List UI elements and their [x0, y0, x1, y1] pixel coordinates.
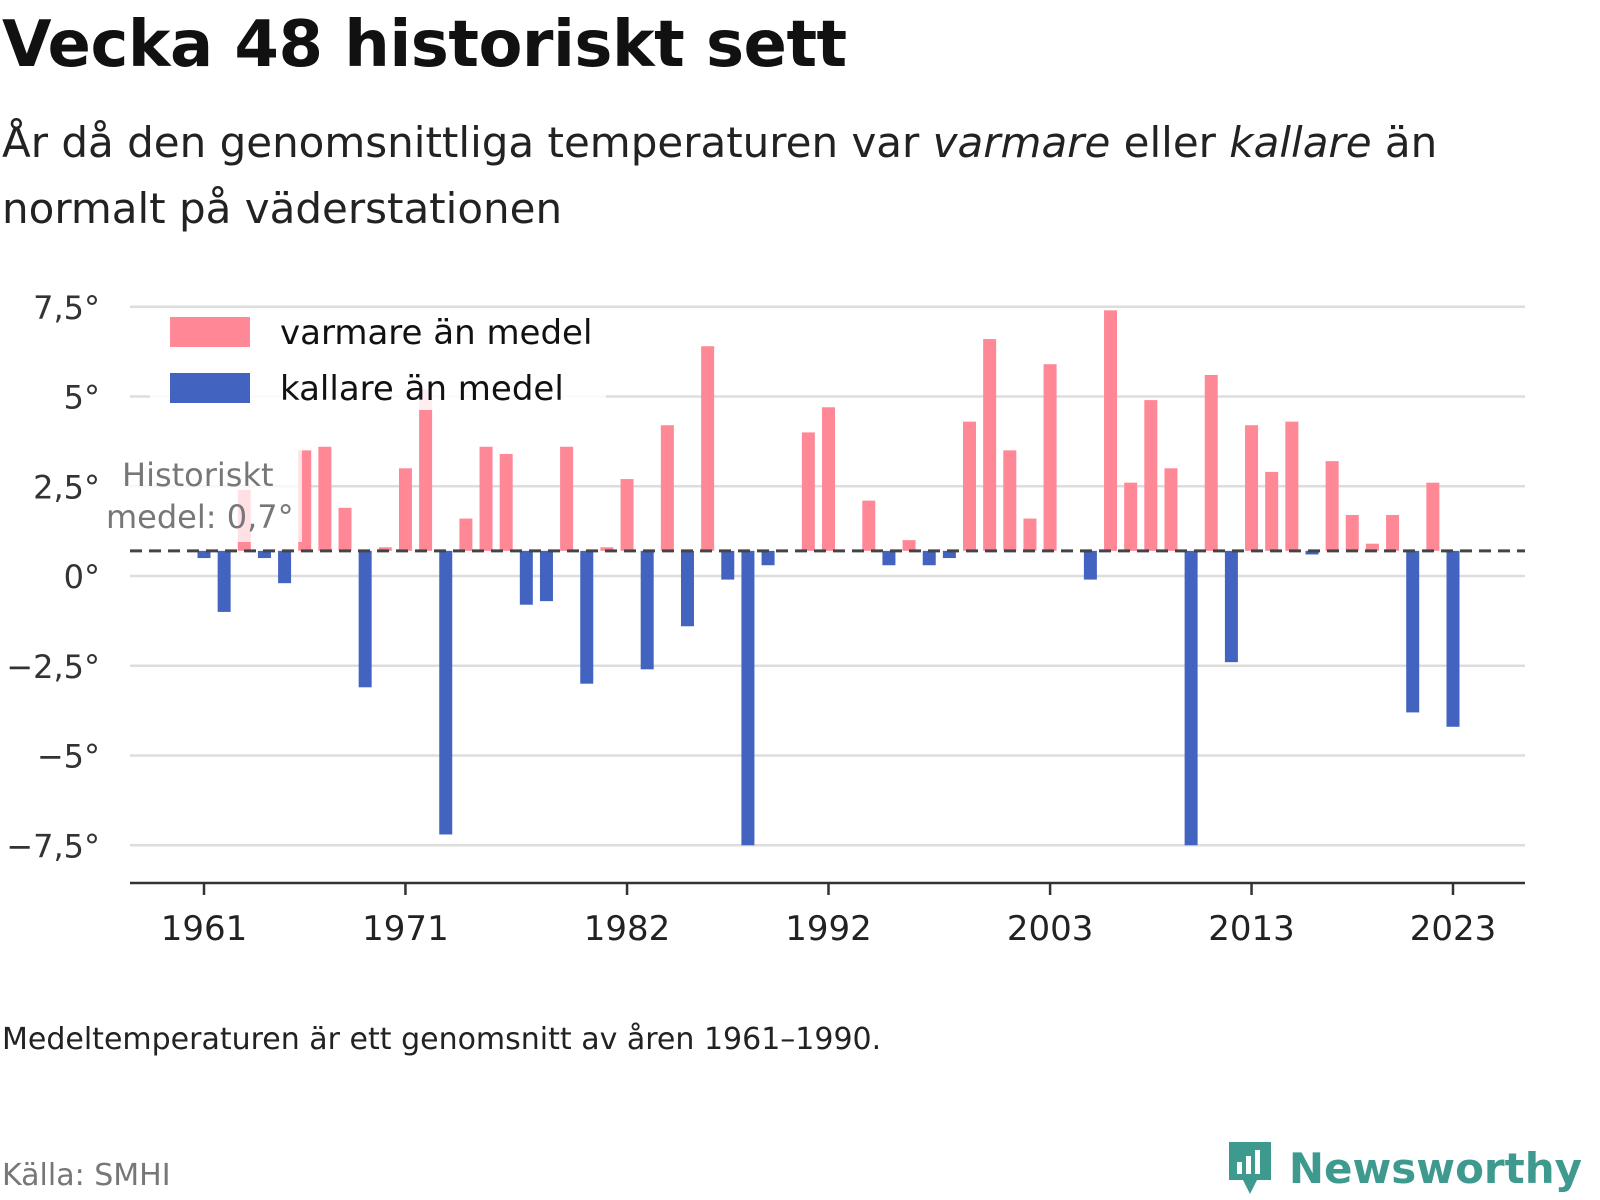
- legend-label-warm: varmare än medel: [280, 313, 592, 353]
- bar-cold: [680, 550, 694, 627]
- bar-warm: [1426, 482, 1440, 551]
- y-tick-label: −5°: [37, 738, 100, 776]
- bar-cold: [922, 550, 936, 566]
- chart-subtitle: År då den genomsnittliga temperaturen va…: [2, 110, 1562, 242]
- x-tick-label: 1971: [362, 909, 449, 949]
- bar-warm: [701, 346, 715, 551]
- mean-label-line: Historiskt: [122, 456, 274, 494]
- y-tick-label: 2,5°: [33, 468, 100, 506]
- bar-warm: [660, 425, 674, 551]
- bar-cold: [1305, 550, 1319, 555]
- bar-cold: [1224, 550, 1238, 663]
- bar-cold: [278, 550, 292, 584]
- bar-warm: [318, 446, 332, 551]
- bar-warm: [1265, 471, 1279, 551]
- bar-warm: [1285, 421, 1299, 551]
- bar-warm: [479, 446, 493, 551]
- x-tick-label: 1982: [584, 909, 671, 949]
- brand-name: Newsworthy: [1288, 1143, 1582, 1193]
- legend-label-cold: kallare än medel: [280, 369, 564, 409]
- bar-cold: [721, 550, 735, 580]
- bar-warm: [499, 453, 513, 551]
- subtitle-warm-word: varmare: [932, 118, 1111, 167]
- bar-cold: [439, 550, 453, 835]
- bar-cold: [358, 550, 372, 688]
- bar-chart: 7,5° 5° 2,5° 0° −2,5° −5° −7,5° Historiskt mede…: [6, 290, 1525, 949]
- bar-warm: [1023, 518, 1037, 551]
- y-axis-labels: 7,5° 5° 2,5° 0° −2,5° −5° −7,5°: [6, 290, 100, 865]
- bar-warm: [822, 407, 835, 551]
- bar-cold: [519, 550, 533, 605]
- mean-label-bg: [112, 450, 302, 542]
- bar-cold: [1446, 550, 1460, 727]
- subtitle-cold-word: kallare: [1229, 118, 1372, 167]
- y-tick-label: −2,5°: [6, 648, 100, 686]
- y-tick-label: 5°: [64, 379, 100, 417]
- bar-cold: [1406, 550, 1420, 713]
- subtitle-part-3: än normalt på väderstationen: [2, 118, 1438, 233]
- bar-warm: [459, 518, 473, 551]
- y-tick-label: 0°: [64, 558, 100, 596]
- bar-warm: [1245, 425, 1259, 551]
- bar-warm: [1043, 364, 1057, 551]
- brand-logo: Newsworthy: [1225, 1140, 1582, 1196]
- bars: [197, 310, 1460, 846]
- bar-cold: [197, 550, 211, 559]
- bar-cold: [1184, 550, 1198, 846]
- x-tick-label: 2003: [1007, 909, 1094, 949]
- bar-warm: [1104, 310, 1118, 551]
- bar-cold: [942, 550, 956, 559]
- bar-warm: [1204, 374, 1218, 551]
- x-tick-label: 1992: [785, 909, 872, 949]
- chart-title: Vecka 48 historiskt sett: [2, 8, 847, 82]
- y-tick-label: 7,5°: [33, 290, 100, 327]
- bar-cold: [640, 550, 654, 670]
- bar-warm: [1365, 543, 1379, 551]
- bar-warm: [902, 540, 916, 551]
- x-tick-label: 2023: [1410, 909, 1497, 949]
- bar-warm: [801, 432, 815, 551]
- bar-warm: [1386, 514, 1400, 551]
- bar-cold: [217, 550, 231, 612]
- x-axis: 1961 1971 1982 1992 2003 2013 2023: [130, 881, 1525, 949]
- subtitle-part-2: eller: [1110, 118, 1230, 167]
- x-tick-label: 1961: [161, 909, 248, 949]
- bar-cold: [580, 550, 594, 684]
- subtitle-part-1: År då den genomsnittliga temperaturen va…: [2, 118, 933, 167]
- bar-warm: [862, 500, 876, 551]
- bar-warm: [419, 389, 433, 551]
- bar-warm: [1144, 400, 1158, 551]
- bar-warm: [338, 507, 352, 551]
- source-label: Källa: SMHI: [2, 1158, 171, 1193]
- mean-label-line: medel: 0,7°: [106, 498, 294, 536]
- bar-cold: [539, 550, 553, 602]
- bar-warm: [983, 339, 997, 551]
- y-tick-label: −7,5°: [6, 827, 100, 865]
- mean-label: Historiskt medel: 0,7°: [106, 450, 302, 542]
- bar-warm: [1003, 450, 1017, 551]
- bar-cold: [741, 550, 755, 846]
- bar-warm: [963, 421, 977, 551]
- bar-warm: [1164, 468, 1178, 551]
- legend-swatch-warm: [170, 317, 250, 347]
- bar-cold: [882, 550, 896, 566]
- bar-cold: [761, 550, 775, 566]
- footnote: Medeltemperaturen är ett genomsnitt av å…: [2, 1022, 882, 1057]
- bar-cold: [257, 550, 271, 559]
- bar-warm: [560, 446, 574, 551]
- legend-swatch-cold: [170, 373, 250, 403]
- bar-warm: [620, 479, 634, 551]
- bar-cold: [1083, 550, 1097, 580]
- bar-warm: [1124, 482, 1138, 551]
- bar-warm: [378, 547, 392, 551]
- bar-warm: [600, 547, 614, 551]
- x-tick-label: 2013: [1208, 909, 1295, 949]
- bar-warm: [1325, 461, 1339, 551]
- legend: varmare än medel kallare än medel: [150, 310, 606, 410]
- newsworthy-logo-icon: [1228, 1142, 1271, 1194]
- bar-warm: [1345, 514, 1359, 551]
- bar-warm: [398, 468, 412, 551]
